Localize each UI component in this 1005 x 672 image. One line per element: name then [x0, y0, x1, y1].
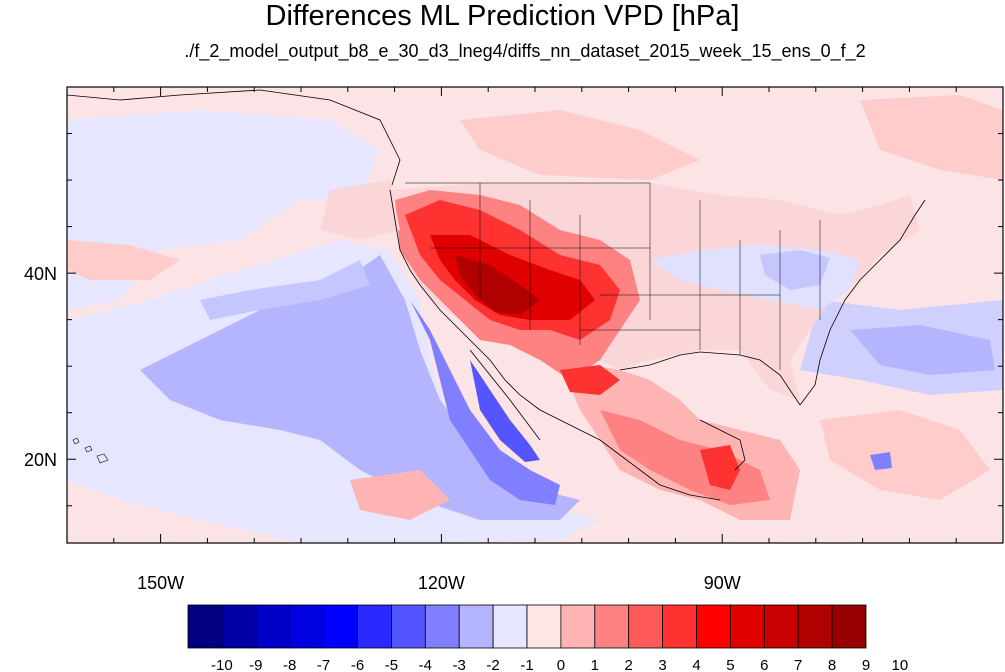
- coastlines: [67, 89, 926, 501]
- colorbar-label: -5: [385, 657, 398, 672]
- baja-deep-blue: [470, 360, 540, 462]
- colorbar-swatch: [221, 604, 257, 649]
- west-us-red-inner: [430, 235, 595, 320]
- ohio-valley-blue: [760, 250, 830, 290]
- baja-coastal-blue: [410, 300, 560, 505]
- atlantic-medium-blue: [850, 325, 995, 375]
- colorbar-swatch: [730, 604, 765, 649]
- x-tick-label: 90W: [704, 573, 741, 593]
- pacific-medium-blue-band: [140, 255, 580, 520]
- colorbar-swatch: [390, 604, 426, 649]
- colorbar-label: -4: [419, 657, 432, 672]
- colorbar-swatch: [424, 604, 460, 649]
- colorbar-swatch: [323, 604, 358, 649]
- colorbar-swatch: [763, 604, 799, 649]
- map-subtitle: ./f_2_model_output_b8_e_30_d3_lneg4/diff…: [184, 41, 866, 61]
- colorbar-label: 3: [658, 657, 666, 672]
- colorbar-swatch: [458, 604, 494, 649]
- northern-mexico-red: [560, 365, 620, 395]
- colorbar-label: 10: [892, 657, 909, 672]
- colorbar-label: -7: [317, 657, 330, 672]
- colorbar-swatch: [492, 604, 528, 649]
- yucatan-red-core: [700, 445, 740, 490]
- pacific-blue-streak: [200, 260, 370, 320]
- colorbar-swatch: [357, 604, 392, 649]
- colorbar-label: 4: [692, 657, 700, 672]
- colorbar-swatch: [526, 604, 562, 649]
- colorbar-label: -2: [486, 657, 499, 672]
- colorbar-label: 1: [591, 657, 599, 672]
- atlantic-pink-north: [860, 95, 1003, 180]
- great-basin-dark-red: [455, 255, 540, 315]
- colorbar-swatch: [594, 604, 630, 649]
- map-title: Differences ML Prediction VPD [hPa]: [265, 0, 740, 32]
- colorbar-label: -6: [351, 657, 364, 672]
- pacific-pink-patch-2: [320, 180, 400, 240]
- colorbar-label: -10: [211, 657, 233, 672]
- colorbar-swatch: [662, 604, 697, 649]
- colorbar-label: -9: [249, 657, 262, 672]
- colorbar-label: -8: [283, 657, 296, 672]
- colorbar-swatch: [797, 604, 833, 649]
- colorbar-swatch: [289, 604, 325, 649]
- colorbar-label: 9: [862, 657, 870, 672]
- colorbar-label: 8: [828, 657, 836, 672]
- pacific-pink-patch-1: [67, 240, 180, 280]
- colorbar-label: 5: [726, 657, 734, 672]
- colorbar-label: 0: [557, 657, 565, 672]
- caribbean-pink: [820, 410, 990, 500]
- x-tick-label: 150W: [137, 573, 184, 593]
- colorbar-label: 7: [794, 657, 802, 672]
- colorbar-swatch: [831, 604, 867, 649]
- colorbar-swatch: [187, 604, 223, 649]
- y-tick-label: 40N: [24, 264, 57, 284]
- pacific-pink-patch-3: [350, 470, 450, 520]
- x-tick-label: 120W: [418, 573, 465, 593]
- colorbar-label: 2: [625, 657, 633, 672]
- colorbar: -10 -9 -8 -7 -6 -5 -4 -3 -2 -1 0 1 2 3 4 5 6 7 8 9 10: [187, 604, 909, 672]
- colorbar-label: -3: [453, 657, 466, 672]
- map-axes: 150W 120W 90W 40N 20N: [24, 87, 1003, 593]
- colorbar-swatch: [255, 604, 291, 649]
- hawaii-islands: [72, 437, 109, 464]
- colorbar-label: 6: [760, 657, 768, 672]
- colorbar-label: -1: [520, 657, 533, 672]
- colorbar-swatch: [696, 604, 731, 649]
- caribbean-blue-spot: [870, 452, 892, 470]
- map-field: [67, 87, 1003, 543]
- colorbar-swatch: [560, 604, 596, 649]
- colorbar-swatch: [628, 604, 664, 649]
- y-tick-label: 20N: [24, 450, 57, 470]
- state-boundaries: [405, 182, 821, 370]
- canada-pink: [460, 110, 700, 180]
